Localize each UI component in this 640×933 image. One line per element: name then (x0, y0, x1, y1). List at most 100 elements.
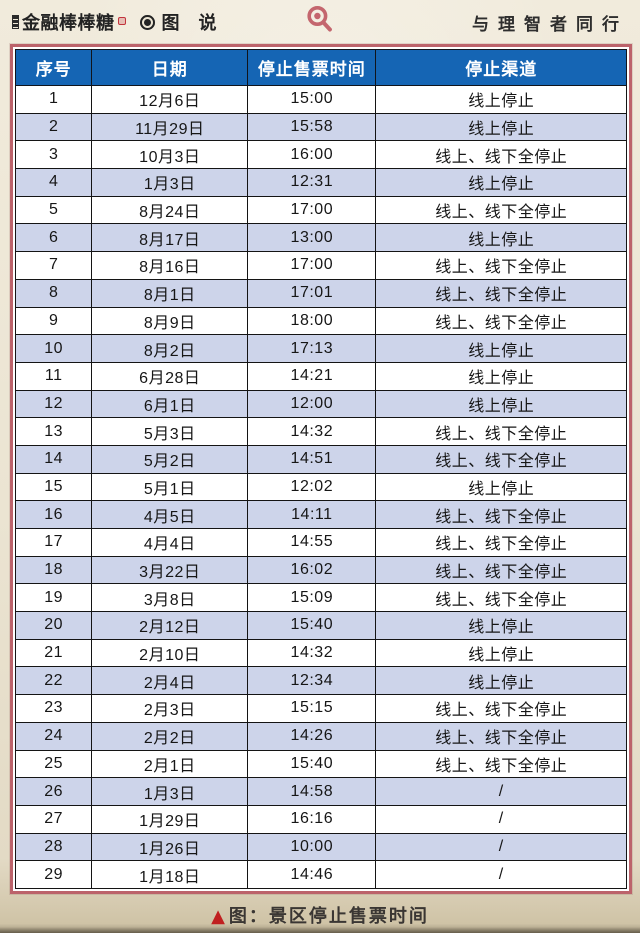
top-bar: 金融棒棒糖 图 说 与理智者同行 (0, 0, 640, 42)
magnifier-icon (304, 4, 334, 34)
table-row: 24 2月2日 14:26 线上、线下全停止 (14, 721, 627, 751)
cell-date: 1月29日 (91, 804, 249, 834)
cell-index: 29 (14, 860, 93, 889)
cell-date: 2月2日 (91, 721, 249, 751)
figure-caption: ▲ 图：景区停止售票时间 (0, 902, 640, 928)
cell-index: 12 (14, 389, 93, 419)
cell-time: 14:51 (247, 444, 377, 474)
table-row: 13 5月3日 14:32 线上、线下全停止 (14, 417, 627, 446)
table-row: 25 2月1日 15:40 线上、线下全停止 (14, 749, 627, 779)
table-row: 4 1月3日 12:31 线上停止 (14, 168, 627, 197)
cell-channel: 线上、线下全停止 (375, 694, 627, 723)
brand-name: 金融棒棒糖 (22, 13, 115, 33)
cell-date: 1月18日 (91, 860, 249, 889)
col-header-date: 日期 (91, 49, 249, 86)
table-header: 序号 日期 停止售票时间 停止渠道 (14, 49, 627, 86)
cell-channel: 线上、线下全停止 (375, 251, 627, 280)
cell-time: 12:00 (247, 389, 377, 419)
cell-time: 13:00 (247, 223, 377, 253)
cell-time: 12:31 (247, 168, 377, 197)
table-row: 15 5月1日 12:02 线上停止 (14, 472, 627, 502)
cell-channel: 线上、线下全停止 (375, 417, 627, 446)
cell-date: 3月22日 (91, 555, 249, 585)
cell-index: 28 (14, 832, 93, 862)
col-header-time: 停止售票时间 (247, 49, 377, 86)
cell-channel: 线上停止 (375, 389, 627, 419)
cell-channel: 线上停止 (375, 85, 627, 114)
cell-index: 14 (14, 444, 93, 474)
table-row: 17 4月4日 14:55 线上、线下全停止 (14, 528, 627, 557)
cell-channel: / (375, 777, 627, 806)
cell-time: 14:46 (247, 860, 377, 889)
cell-time: 12:34 (247, 666, 377, 696)
table-row: 8 8月1日 17:01 线上、线下全停止 (14, 278, 627, 308)
cell-date: 2月10日 (91, 638, 249, 668)
brand-suffix: 图 说 (161, 13, 224, 33)
cell-time: 15:58 (247, 112, 377, 142)
col-header-channel: 停止渠道 (375, 49, 627, 86)
cell-date: 4月5日 (91, 500, 249, 529)
table-row: 29 1月18日 14:46 / (14, 860, 627, 889)
table-row: 23 2月3日 15:15 线上、线下全停止 (14, 694, 627, 723)
cell-time: 17:13 (247, 334, 377, 363)
brand-red-seal-icon (117, 17, 126, 25)
cell-channel: / (375, 860, 627, 889)
cell-channel: 线上、线下全停止 (375, 749, 627, 779)
cell-channel: 线上停止 (375, 112, 627, 142)
cell-index: 24 (14, 721, 93, 751)
col-header-index: 序号 (14, 49, 93, 86)
cell-index: 20 (14, 611, 93, 640)
cell-date: 8月16日 (91, 251, 249, 280)
cell-channel: 线上、线下全停止 (375, 444, 627, 474)
cell-index: 1 (14, 85, 93, 114)
cell-date: 1月3日 (91, 777, 249, 806)
table-row: 1 12月6日 15:00 线上停止 (14, 85, 627, 114)
cell-channel: 线上停止 (375, 666, 627, 696)
cell-time: 14:32 (247, 638, 377, 668)
cell-index: 19 (14, 583, 93, 613)
cell-channel: 线上停止 (375, 223, 627, 253)
cell-date: 5月3日 (91, 417, 249, 446)
brand-mini-seal-icon (12, 15, 19, 29)
table-frame: 序号 日期 停止售票时间 停止渠道 1 12月6日 15:00 线上停止 2 1… (10, 44, 632, 894)
caption-text: 图：景区停止售票时间 (228, 905, 429, 927)
cell-channel: 线上停止 (375, 361, 627, 391)
tagline: 与理智者同行 (472, 14, 628, 34)
cell-channel: 线上停止 (375, 638, 627, 668)
cell-date: 12月6日 (91, 85, 249, 114)
table-row: 5 8月24日 17:00 线上、线下全停止 (14, 195, 627, 225)
cell-time: 12:02 (247, 472, 377, 502)
cell-time: 14:32 (247, 417, 377, 446)
cell-index: 3 (14, 140, 93, 170)
cell-channel: 线上、线下全停止 (375, 721, 627, 751)
table-row: 14 5月2日 14:51 线上、线下全停止 (14, 444, 627, 474)
cell-time: 15:00 (247, 85, 377, 114)
cell-date: 8月17日 (91, 223, 249, 253)
brand-block: 金融棒棒糖 图 说 (12, 9, 224, 35)
cell-date: 3月8日 (91, 583, 249, 613)
table-row: 26 1月3日 14:58 / (14, 777, 627, 806)
cell-time: 16:02 (247, 555, 377, 585)
table-row: 27 1月29日 16:16 / (14, 804, 627, 834)
cell-channel: 线上停止 (375, 472, 627, 502)
cell-channel: 线上、线下全停止 (375, 583, 627, 613)
caption-triangle-icon: ▲ (211, 905, 227, 927)
cell-index: 26 (14, 777, 93, 806)
cell-channel: 线上、线下全停止 (375, 555, 627, 585)
cell-date: 6月28日 (91, 361, 249, 391)
cell-channel: 线上、线下全停止 (375, 195, 627, 225)
table-row: 12 6月1日 12:00 线上停止 (14, 389, 627, 419)
cell-index: 10 (14, 334, 93, 363)
table-row: 2 11月29日 15:58 线上停止 (14, 112, 627, 142)
cell-index: 7 (14, 251, 93, 280)
table-row: 7 8月16日 17:00 线上、线下全停止 (14, 251, 627, 280)
donut-bullet-icon (139, 14, 155, 30)
cell-date: 1月26日 (91, 832, 249, 862)
cell-channel: 线上停止 (375, 334, 627, 363)
cell-index: 17 (14, 528, 93, 557)
cell-date: 8月9日 (91, 306, 249, 336)
cell-time: 14:58 (247, 777, 377, 806)
cell-time: 16:00 (247, 140, 377, 170)
cell-time: 10:00 (247, 832, 377, 862)
cell-channel: / (375, 804, 627, 834)
